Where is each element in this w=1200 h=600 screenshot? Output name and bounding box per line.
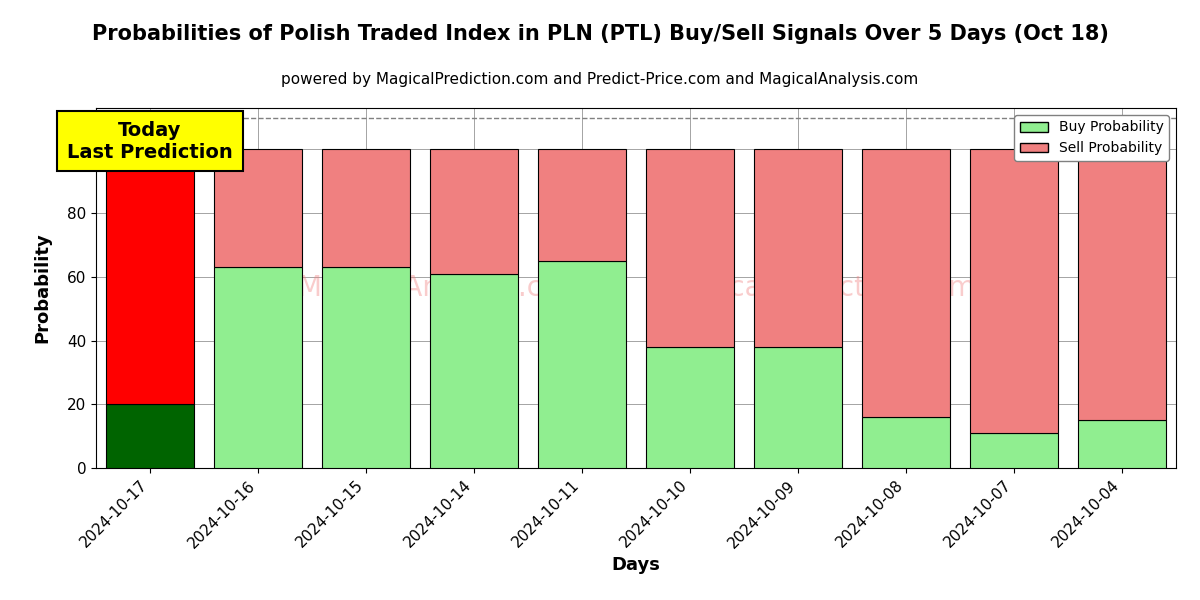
Text: MagicalPrediction.com: MagicalPrediction.com bbox=[664, 274, 976, 302]
Bar bbox=[862, 417, 950, 468]
Bar bbox=[430, 274, 518, 468]
Legend: Buy Probability, Sell Probability: Buy Probability, Sell Probability bbox=[1014, 115, 1169, 161]
Text: MagicalAnalysis.com: MagicalAnalysis.com bbox=[298, 274, 586, 302]
Bar bbox=[538, 261, 626, 468]
Bar bbox=[646, 347, 734, 468]
Bar bbox=[106, 404, 194, 468]
Text: Today
Last Prediction: Today Last Prediction bbox=[67, 121, 233, 162]
Bar bbox=[1078, 420, 1166, 468]
Bar bbox=[538, 149, 626, 261]
Bar bbox=[322, 267, 410, 468]
Bar bbox=[214, 267, 302, 468]
Bar bbox=[430, 149, 518, 274]
Bar bbox=[214, 149, 302, 267]
Bar bbox=[754, 149, 842, 347]
Y-axis label: Probability: Probability bbox=[34, 233, 52, 343]
Text: Probabilities of Polish Traded Index in PLN (PTL) Buy/Sell Signals Over 5 Days (: Probabilities of Polish Traded Index in … bbox=[91, 24, 1109, 44]
Text: powered by MagicalPrediction.com and Predict-Price.com and MagicalAnalysis.com: powered by MagicalPrediction.com and Pre… bbox=[281, 72, 919, 87]
X-axis label: Days: Days bbox=[612, 556, 660, 574]
Bar bbox=[754, 347, 842, 468]
Bar bbox=[862, 149, 950, 417]
Bar bbox=[970, 149, 1058, 433]
Bar bbox=[1078, 149, 1166, 420]
Bar bbox=[322, 149, 410, 267]
Bar bbox=[646, 149, 734, 347]
Bar bbox=[970, 433, 1058, 468]
Bar bbox=[106, 149, 194, 404]
